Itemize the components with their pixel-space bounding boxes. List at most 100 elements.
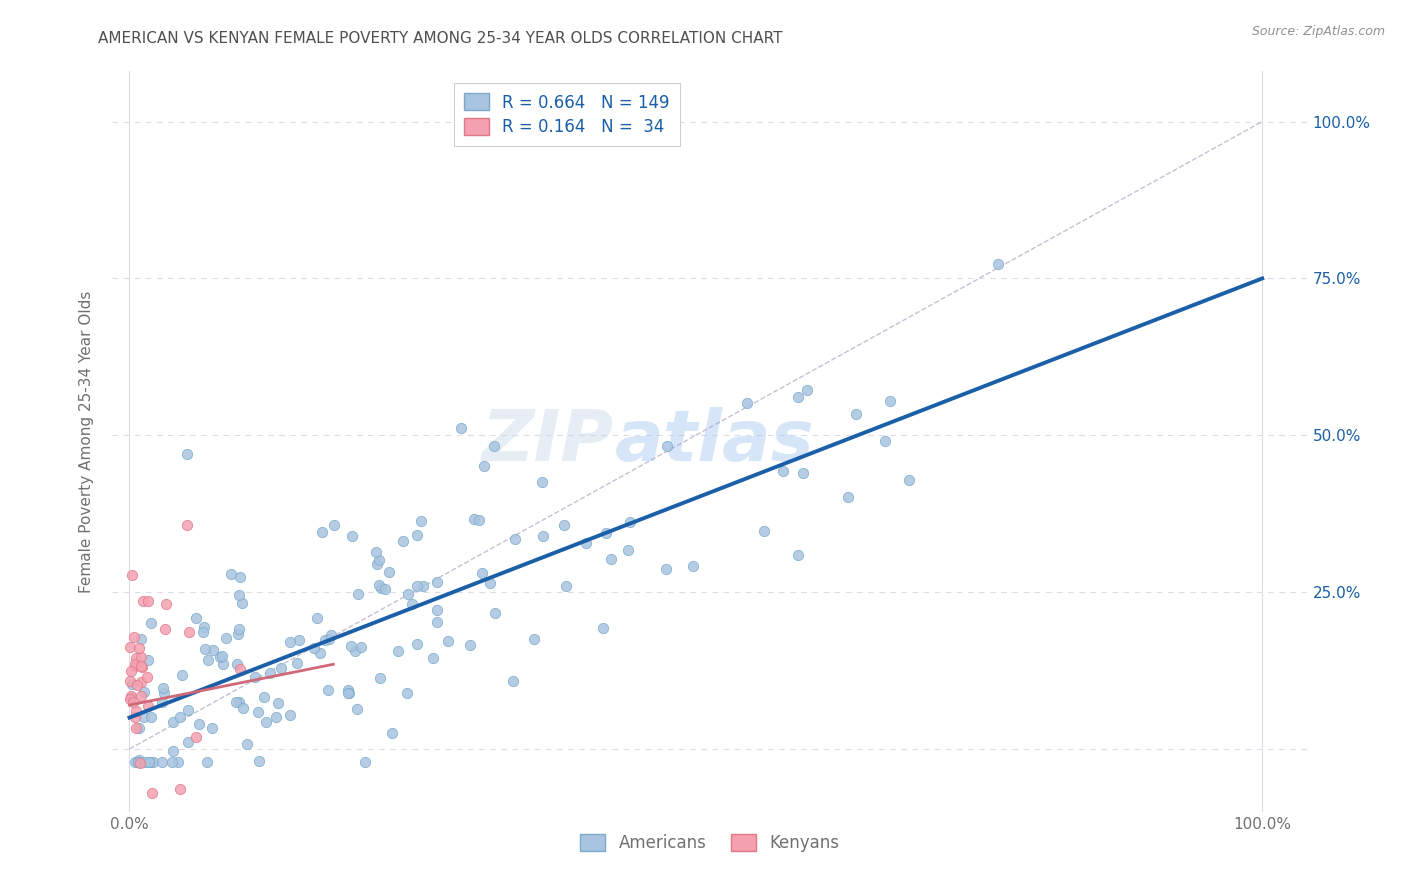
Point [305, 611, 328, 625]
Point [153, 686, 176, 700]
Point [202, 643, 225, 657]
Point [366, 557, 388, 571]
Point [391, 533, 413, 548]
Point [176, 447, 198, 461]
Point [232, 701, 254, 715]
Point [142, 755, 165, 769]
Point [132, 709, 155, 723]
Point [503, 532, 526, 546]
Point [735, 396, 758, 410]
Point [118, 674, 141, 689]
Point [228, 661, 250, 675]
Point [343, 644, 366, 658]
Point [302, 640, 325, 655]
Point [319, 628, 342, 642]
Point [195, 755, 218, 769]
Point [177, 625, 200, 640]
Point [162, 714, 184, 729]
Point [316, 683, 339, 698]
Point [796, 384, 818, 398]
Point [170, 668, 193, 682]
Point [484, 607, 506, 621]
Point [129, 659, 152, 673]
Point [523, 632, 546, 647]
Point [350, 640, 373, 655]
Point [787, 391, 810, 405]
Point [187, 716, 209, 731]
Point [186, 731, 208, 745]
Point [129, 756, 152, 770]
Point [201, 721, 224, 735]
Point [127, 755, 149, 769]
Point [531, 529, 554, 543]
Point [120, 691, 142, 706]
Point [235, 737, 257, 751]
Point [792, 466, 814, 480]
Point [463, 512, 485, 526]
Point [323, 517, 346, 532]
Point [368, 671, 391, 685]
Point [124, 755, 146, 769]
Point [318, 632, 340, 646]
Point [162, 744, 184, 758]
Point [136, 593, 159, 607]
Point [315, 632, 337, 647]
Point [401, 597, 423, 611]
Point [288, 632, 311, 647]
Point [555, 579, 578, 593]
Point [254, 715, 277, 730]
Point [139, 615, 162, 630]
Point [472, 458, 495, 473]
Point [139, 710, 162, 724]
Point [228, 695, 250, 709]
Point [425, 575, 447, 590]
Point [122, 630, 145, 644]
Point [599, 552, 621, 566]
Point [124, 657, 146, 672]
Point [169, 710, 191, 724]
Point [617, 543, 640, 558]
Point [553, 518, 575, 533]
Point [267, 696, 290, 710]
Point [875, 434, 897, 449]
Point [136, 670, 159, 684]
Point [177, 703, 200, 717]
Point [370, 581, 392, 595]
Point [131, 660, 153, 674]
Point [367, 578, 389, 592]
Point [502, 673, 524, 688]
Point [169, 781, 191, 796]
Point [458, 638, 481, 652]
Point [308, 646, 330, 660]
Point [153, 623, 176, 637]
Point [176, 517, 198, 532]
Point [128, 753, 150, 767]
Point [225, 695, 247, 709]
Point [278, 635, 301, 649]
Point [406, 636, 429, 650]
Point [471, 566, 494, 581]
Point [337, 686, 360, 700]
Legend: Americans, Kenyans: Americans, Kenyans [574, 828, 846, 859]
Point [211, 648, 233, 663]
Point [879, 394, 901, 409]
Point [122, 695, 145, 709]
Point [285, 657, 308, 671]
Point [129, 690, 152, 704]
Point [378, 565, 401, 579]
Point [346, 587, 368, 601]
Point [166, 755, 188, 769]
Point [837, 490, 859, 504]
Point [682, 558, 704, 573]
Point [129, 632, 152, 646]
Point [228, 588, 250, 602]
Point [127, 755, 149, 769]
Point [467, 513, 489, 527]
Point [136, 653, 159, 667]
Point [152, 681, 174, 695]
Point [412, 579, 434, 593]
Point [160, 755, 183, 769]
Point [387, 644, 409, 658]
Point [396, 587, 419, 601]
Point [125, 705, 148, 719]
